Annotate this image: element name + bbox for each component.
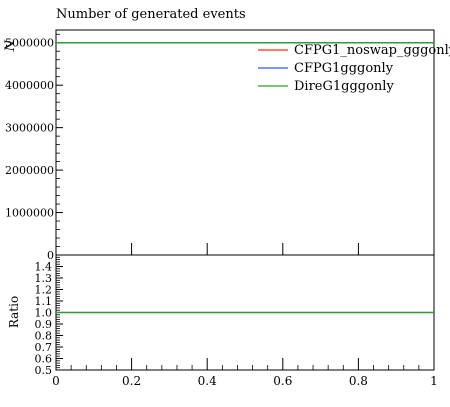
x-tick-label: 1 <box>430 374 438 388</box>
main-y-tick-label: 3000000 <box>5 122 54 135</box>
legend-label: DireG1gggonly <box>294 79 394 94</box>
ratio-plot-panel: Ratio 0.50.60.70.80.91.01.11.21.31.40 0.2… <box>7 254 438 388</box>
main-plot-panel: N 0 1000000 2000000 3000000 4000000 5000000 C… <box>3 29 450 262</box>
main-y-tick-label: 2000000 <box>5 164 54 177</box>
ratio-y-tick-label: 0.9 <box>35 318 53 331</box>
chart-title: Number of generated events <box>56 7 246 22</box>
ratio-y-tick-label: 0.8 <box>35 330 53 343</box>
legend: CFPG1_noswap_gggonly CFPG1gggonly DireG1gg… <box>258 43 450 94</box>
legend-label: CFPG1_noswap_gggonly <box>294 43 450 58</box>
ratio-y-tick-label: 0.6 <box>35 353 53 366</box>
ratio-y-tick-label: 1.1 <box>35 295 53 308</box>
ratio-y-tick-label: 1.3 <box>35 272 53 285</box>
ratio-y-tick-label: 1.4 <box>35 261 53 274</box>
main-y-tick-label: 0 <box>47 249 54 262</box>
ratio-y-axis-label: Ratio <box>7 296 21 328</box>
x-tick-label: 0.6 <box>273 374 292 388</box>
main-y-tick-label: 1000000 <box>5 207 54 220</box>
ratio-y-tick-label: 1.2 <box>35 284 53 297</box>
x-tick-label: 0.8 <box>349 374 368 388</box>
main-y-tick-label: 5000000 <box>5 37 54 50</box>
ratio-ticks: 0.50.60.70.80.91.01.11.21.31.40 0.2 0.4 0.6… <box>35 256 438 388</box>
main-y-tick-label: 4000000 <box>5 79 54 92</box>
ratio-y-tick-label: 0.7 <box>35 341 53 354</box>
x-tick-label: 0.4 <box>198 374 217 388</box>
x-tick-label: 0 <box>52 374 60 388</box>
ratio-y-tick-label: 0.5 <box>35 364 53 377</box>
legend-label: CFPG1gggonly <box>294 61 394 76</box>
ratio-y-tick-label: 1.0 <box>35 307 53 320</box>
main-y-axis-label: N <box>3 39 18 52</box>
x-tick-label: 0.2 <box>122 374 141 388</box>
main-ticks: 0 1000000 2000000 3000000 4000000 5000000 <box>5 33 435 262</box>
